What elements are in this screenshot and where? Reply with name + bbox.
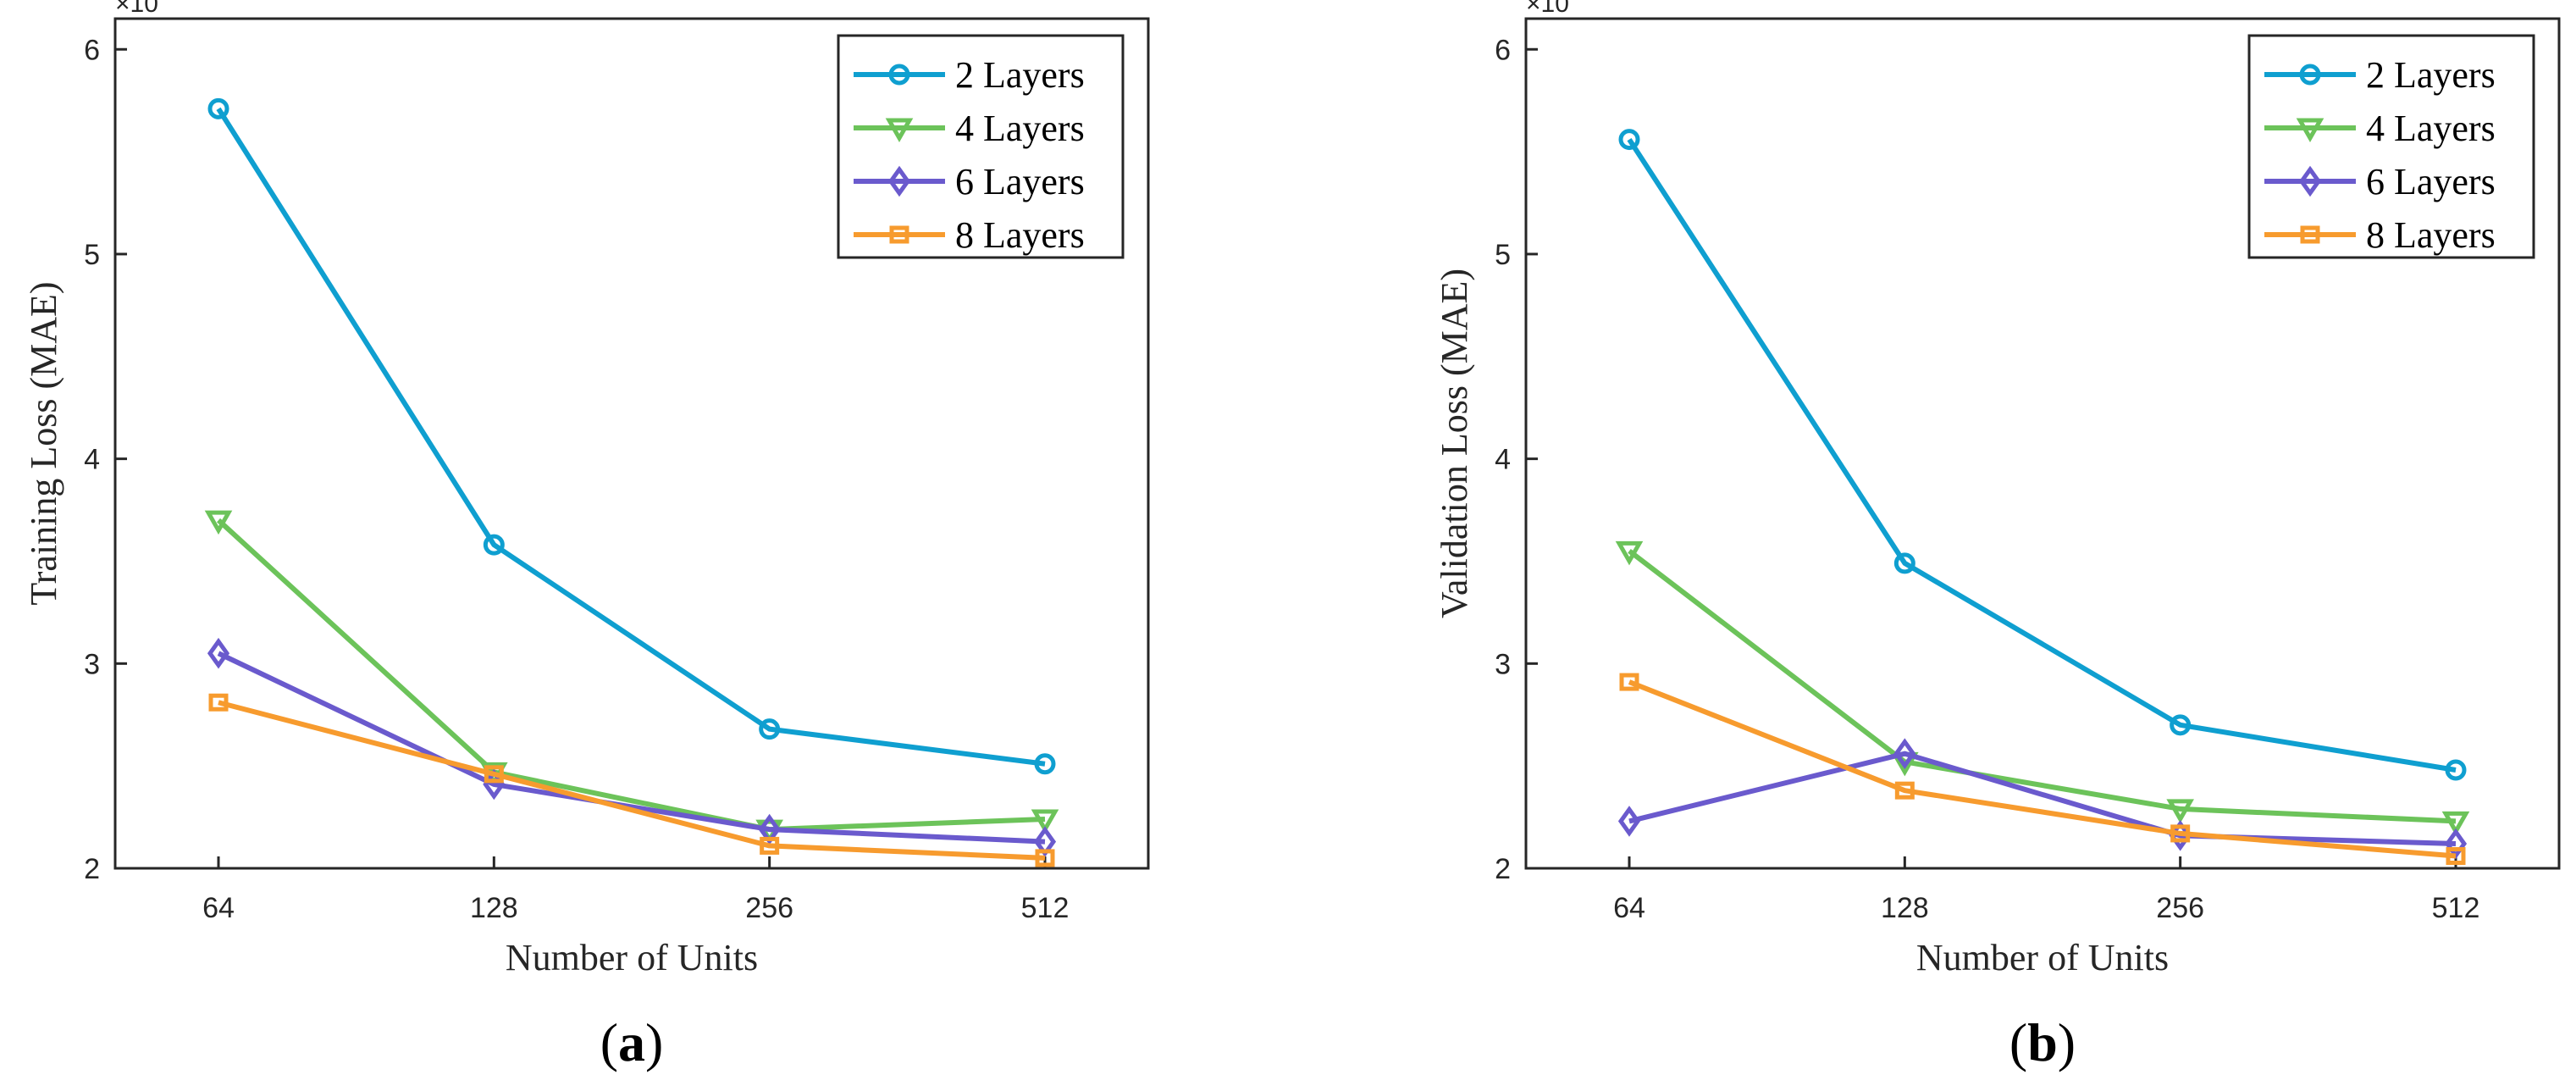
panel-b-point-4-layers — [2441, 811, 2470, 836]
panel-b-legend-marker-2-layers — [2299, 64, 2321, 86]
panel-a-point-6-layers — [207, 637, 230, 669]
panel-b-y-exponent: ×10-4 — [1526, 0, 1587, 18]
panel-a-y-tick-label: 6 — [84, 34, 100, 66]
panel-b-series-line-6-layers — [1628, 751, 2457, 846]
panel-a-legend-marker-2-layers — [888, 64, 910, 86]
panel-b-legend-marker-6-layers — [2298, 165, 2322, 197]
panel-a-point-8-layers — [1035, 849, 1055, 867]
panel-b-point-2-layers — [1618, 129, 1640, 151]
panel-a-legend: 2 Layers 4 Layers 6 Layers 8 Layers — [837, 34, 1125, 259]
panel-a-y-exponent: ×10-4 — [115, 0, 176, 18]
panel-a-point-6-layers — [1033, 826, 1057, 857]
panel-a-legend-label-4-layers: 4 Layers — [955, 108, 1085, 149]
panel-b-point-4-layers — [1615, 540, 1644, 566]
panel-a-chart: 2 3 4 5 6 64 128 256 512 ×10-4 Number of Units Trai… — [23, 0, 1150, 1072]
panel-b-point-2-layers — [2170, 714, 2192, 736]
panel-b-y-tick-label: 2 — [1495, 853, 1511, 885]
panel-a-y-axis-title: Training Loss (MAE) — [23, 281, 64, 605]
panel-b-legend-label-2-layers: 2 Layers — [2366, 54, 2496, 96]
panel-b-point-2-layers — [2445, 759, 2467, 781]
panel-a-x-tick-label: 256 — [745, 892, 793, 924]
panel-b-x-axis-title: Number of Units — [1916, 937, 2169, 978]
panel-a-legend-marker-8-layers — [889, 225, 909, 244]
panel-b-point-8-layers — [2170, 824, 2191, 843]
panel-a-point-2-layers — [759, 718, 781, 740]
panel-b-x-tick-label: 128 — [1881, 892, 1929, 924]
panel-b-y-tick-label: 4 — [1495, 444, 1511, 476]
panel-a-point-2-layers — [483, 534, 505, 556]
panel-a-point-6-layers — [758, 813, 781, 845]
panel-b-x-tick-label: 64 — [1613, 892, 1645, 924]
panel-a-point-8-layers — [760, 836, 780, 855]
panel-b-x-tick-label: 256 — [2156, 892, 2204, 924]
panel-b-x-tick-label: 512 — [2432, 892, 2480, 924]
panel-b-legend-label-6-layers: 6 Layers — [2366, 161, 2496, 202]
panel-b-y-axis-title: Validation Loss (MAE) — [1434, 269, 1475, 618]
panel-b-legend-label-4-layers: 4 Layers — [2366, 108, 2496, 149]
panel-b-y-tick-label: 3 — [1495, 648, 1511, 680]
panel-b-point-8-layers — [1894, 781, 1915, 800]
panel-a-y-tick-label: 3 — [84, 648, 100, 680]
panel-a-label: (a) — [600, 1012, 664, 1072]
panel-a-legend-label-6-layers: 6 Layers — [955, 161, 1085, 202]
panel-b-point-2-layers — [1893, 552, 1915, 574]
panel-a-series-line-8-layers — [218, 700, 1046, 861]
panel-b-legend: 2 Layers 4 Layers 6 Layers 8 Layers — [2247, 34, 2535, 259]
panel-b-series-line-8-layers — [1628, 679, 2457, 859]
panel-b-legend-label-8-layers: 8 Layers — [2366, 214, 2496, 256]
panel-b-legend-marker-8-layers — [2300, 225, 2320, 244]
panel-a-point-2-layers — [1034, 753, 1056, 775]
panel-a-point-2-layers — [207, 97, 229, 119]
panel-a-legend-marker-6-layers — [887, 165, 911, 197]
panel-b-series-line-4-layers — [1628, 549, 2457, 824]
panel-a-series-line-6-layers — [217, 651, 1046, 845]
panel-b-point-6-layers — [1893, 738, 1916, 769]
panel-a-y-tick-label: 4 — [84, 444, 100, 476]
panel-a-x-tick-label: 128 — [470, 892, 518, 924]
panel-a-y-tick-label: 5 — [84, 239, 100, 271]
panel-b-series-line-2-layers — [1627, 137, 2457, 773]
panel-a-series-line-4-layers — [216, 518, 1046, 833]
panel-b-point-8-layers — [2446, 846, 2466, 865]
panel-b-y-tick-label: 6 — [1495, 34, 1511, 66]
panel-b-point-4-layers — [2166, 799, 2194, 823]
panel-a-legend-label-8-layers: 8 Layers — [955, 214, 1085, 256]
panel-a-point-4-layers — [1031, 809, 1059, 834]
panel-a-legend-label-2-layers: 2 Layers — [955, 54, 1085, 96]
panel-a-x-axis-title: Number of Units — [506, 937, 758, 978]
panel-b-label: (b) — [2009, 1012, 2076, 1072]
panel-a-point-8-layers — [484, 765, 504, 784]
panel-a-point-8-layers — [208, 693, 229, 712]
panel-b-axes-box — [1524, 17, 2561, 870]
panel-a-x-tick-label: 64 — [202, 892, 235, 924]
panel-a-x-tick-label: 512 — [1021, 892, 1070, 924]
panel-a-axes-box — [113, 17, 1150, 870]
panel-a-y-tick-label: 2 — [84, 853, 100, 885]
panel-a-legend-marker-4-layers — [885, 118, 914, 143]
panel-b-point-8-layers — [1619, 673, 1639, 691]
panel-b-chart: 2 3 4 5 6 64 128 256 512 ×10-4 Number of Units Vali… — [1434, 0, 2561, 1072]
panel-b-y-tick-label: 5 — [1495, 239, 1511, 271]
panel-b-point-6-layers — [1617, 806, 1641, 837]
panel-a-series-line-2-layers — [216, 107, 1046, 767]
panel-b-legend-marker-4-layers — [2296, 118, 2324, 143]
panel-a-point-4-layers — [204, 510, 233, 535]
